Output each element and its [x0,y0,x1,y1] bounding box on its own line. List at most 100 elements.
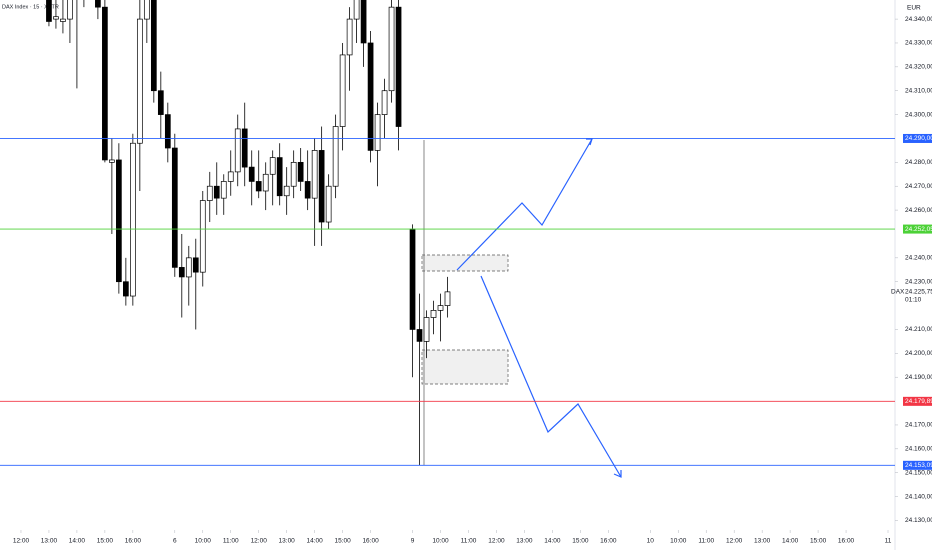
x-tick-label: 12:00 [251,538,268,545]
y-tick-label: 24.260,00 [905,207,932,214]
candle-body [234,128,241,173]
candle-body [109,159,115,163]
candle-body [416,329,423,342]
candle-body [136,18,143,144]
level-tag [903,133,932,143]
candle-body [178,267,185,278]
x-tick-label: 10:00 [195,538,212,545]
candle-body [171,147,178,268]
x-tick-label: 16:00 [125,538,142,545]
candle-body [213,185,220,199]
candle-body [262,173,269,192]
candle-body [437,305,444,311]
x-tick-label: 12:00 [13,538,30,545]
candle-body [332,126,339,187]
x-tick-label: 12:00 [726,538,743,545]
candle-body [46,0,52,22]
level-tag [903,224,932,234]
symbol-label: DAX [891,289,905,296]
zone-box [421,254,509,272]
candle-body [123,281,129,297]
candle-body [374,114,381,151]
y-tick-label: 24.270,00 [905,183,932,190]
x-tick-label: 14:00 [782,538,799,545]
candle-body [290,161,297,187]
candle-body [325,185,332,223]
candle-body [192,257,199,273]
x-tick-label: 10:00 [670,538,687,545]
candle-body [353,0,360,20]
candle-body [227,171,234,182]
candle-body [283,185,290,197]
candle-body [60,18,66,22]
candle-body [381,90,388,115]
countdown: 01:10 [905,297,922,304]
y-tick-label: 24.280,00 [905,159,932,166]
candle-body [164,114,171,149]
y-tick-label: 24.310,00 [905,87,932,94]
x-tick-label: 11:00 [223,538,239,545]
y-tick-label: 24.240,00 [905,255,932,262]
x-tick-label: 16:00 [362,538,379,545]
x-tick-label: 13:00 [516,538,533,545]
level-label: 24.252,05 [905,226,932,233]
y-tick-label: 24.190,00 [905,374,932,381]
x-tick-label: 14:00 [544,538,561,545]
x-tick-label: 15:00 [334,538,351,545]
x-tick-label: 11:00 [461,538,477,545]
candle-body [346,18,353,56]
x-tick-label: 15:00 [572,538,589,545]
candle-body [143,0,150,20]
currency: EUR [907,5,921,12]
candle-body [276,157,283,197]
candle-body [116,159,122,283]
candle-body [248,166,255,182]
x-tick-label: 14:00 [69,538,86,545]
candle-body [311,150,318,199]
candle-body [430,310,437,318]
y-tick-label: 24.170,00 [905,422,932,429]
candle-body [318,150,325,223]
y-tick-label: 24.140,00 [905,493,932,500]
arrow-head [586,138,593,146]
candle-body [255,181,262,192]
candle-body [241,128,248,168]
candle-body [360,0,367,44]
candle-body [339,54,346,127]
plot [0,0,895,478]
y-tick-label: 24.300,00 [905,111,932,118]
candle-body [444,291,451,306]
candle-body [199,200,206,273]
x-tick-label: 13:00 [279,538,296,545]
candle-body [185,257,192,278]
candle-body [388,6,395,92]
arrow-head [613,470,622,478]
candle-body [409,228,416,330]
x-tick-label: 14:00 [307,538,324,545]
y-tick-label: 24.320,00 [905,64,932,71]
x-tick-label: 13:00 [41,538,58,545]
x-tick-label: 16:00 [600,538,617,545]
candle-body [423,317,430,342]
level-label: 24.290,00 [905,135,932,142]
x-tick-label: 10 [647,538,655,545]
x-tick-label: 12:00 [488,538,505,545]
candle-body [297,161,304,182]
x-tick-label: 6 [173,538,177,545]
candle-body [395,6,402,127]
candle-body [150,0,157,92]
y-tick-label: 24.230,00 [905,278,932,285]
candle-body [53,16,59,20]
projection-arrow [456,138,593,271]
y-tick-label: 24.160,00 [905,446,932,453]
candle-body [206,185,213,201]
projection-arrow [480,275,622,478]
candle-body [130,142,136,297]
candle-body [269,157,276,175]
y-tick-label: 24.130,00 [905,517,932,524]
y-tick-label: 24.150,00 [905,469,932,476]
level-tag [903,396,932,406]
candle-body [304,181,311,199]
